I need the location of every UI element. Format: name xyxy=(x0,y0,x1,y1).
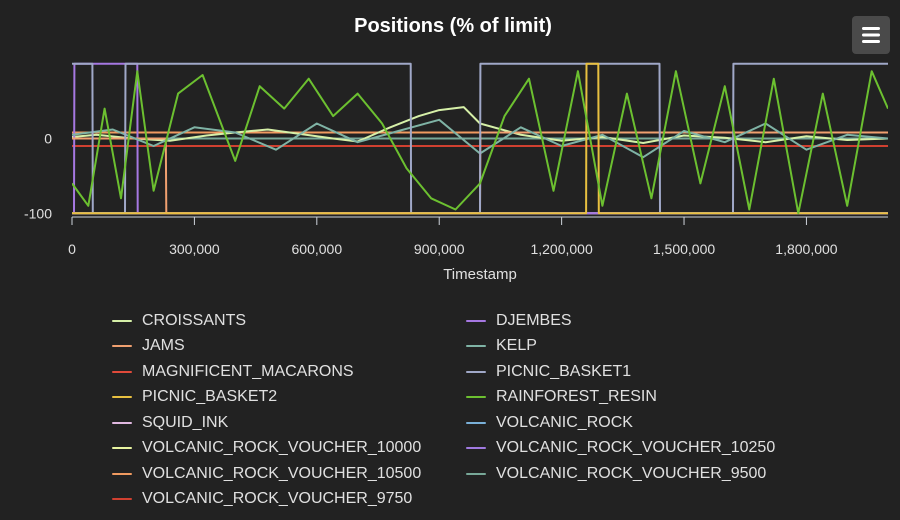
legend-swatch xyxy=(466,422,486,424)
legend-item[interactable]: PICNIC_BASKET2 xyxy=(112,385,466,411)
legend-swatch xyxy=(466,447,486,449)
x-tick-label: 300,000 xyxy=(169,241,220,257)
legend-item[interactable]: JAMS xyxy=(112,334,466,360)
legend-item[interactable]: DJEMBES xyxy=(466,308,820,334)
x-tick-label: 1,200,000 xyxy=(530,241,592,257)
legend-swatch xyxy=(112,371,132,373)
legend-swatch xyxy=(466,396,486,398)
chart-legend: CROISSANTS DJEMBES JAMS KELP MAGNIFICENT_MAC… xyxy=(112,308,832,512)
series-layer xyxy=(72,64,888,214)
legend-label: DJEMBES xyxy=(496,312,572,330)
legend-label: VOLCANIC_ROCK_VOUCHER_10250 xyxy=(496,439,775,457)
x-tick-label: 1,500,000 xyxy=(653,241,715,257)
y-tick-label: 0 xyxy=(44,131,52,147)
x-axis-label: Timestamp xyxy=(443,266,517,283)
legend-label: VOLCANIC_ROCK_VOUCHER_9500 xyxy=(496,465,766,483)
legend-swatch xyxy=(466,371,486,373)
x-tick-label: 0 xyxy=(68,241,76,257)
legend-item[interactable]: MAGNIFICENT_MACARONS xyxy=(112,359,466,385)
legend-label: SQUID_INK xyxy=(142,414,228,432)
legend-item[interactable]: KELP xyxy=(466,334,820,360)
x-tick-label: 1,800,000 xyxy=(775,241,837,257)
chart-menu-button[interactable] xyxy=(852,16,890,54)
legend-label: CROISSANTS xyxy=(142,312,246,330)
legend-label: KELP xyxy=(496,337,537,355)
legend-label: VOLCANIC_ROCK_VOUCHER_10500 xyxy=(142,465,421,483)
legend-label: VOLCANIC_ROCK_VOUCHER_9750 xyxy=(142,490,412,508)
legend-swatch xyxy=(466,473,486,475)
legend-label: RAINFOREST_RESIN xyxy=(496,388,657,406)
legend-item[interactable]: PICNIC_BASKET1 xyxy=(466,359,820,385)
legend-item[interactable]: VOLCANIC_ROCK_VOUCHER_9750 xyxy=(112,487,466,513)
legend-swatch xyxy=(466,345,486,347)
legend-label: VOLCANIC_ROCK_VOUCHER_10000 xyxy=(142,439,421,457)
y-tick-label: -100 xyxy=(24,205,52,221)
legend-item[interactable]: VOLCANIC_ROCK xyxy=(466,410,820,436)
x-axis: 0 300,000 600,000 900,000 1,200,000 1,500,000… xyxy=(68,217,888,257)
legend-item[interactable]: VOLCANIC_ROCK_VOUCHER_10500 xyxy=(112,461,466,487)
positions-chart: Positions (% of limit) 0 -100 0 300,000 600… xyxy=(0,0,900,300)
hamburger-menu-icon xyxy=(852,16,890,54)
legend-item[interactable]: VOLCANIC_ROCK_VOUCHER_10250 xyxy=(466,436,820,462)
legend-swatch xyxy=(112,498,132,500)
x-tick-label: 900,000 xyxy=(414,241,465,257)
legend-swatch xyxy=(112,447,132,449)
y-axis: 0 -100 xyxy=(24,131,52,222)
x-tick-label: 600,000 xyxy=(292,241,343,257)
legend-swatch xyxy=(112,473,132,475)
legend-label: VOLCANIC_ROCK xyxy=(496,414,633,432)
legend-label: JAMS xyxy=(142,337,185,355)
legend-label: PICNIC_BASKET1 xyxy=(496,363,631,381)
legend-label: MAGNIFICENT_MACARONS xyxy=(142,363,354,381)
legend-label: PICNIC_BASKET2 xyxy=(142,388,277,406)
legend-item[interactable]: SQUID_INK xyxy=(112,410,466,436)
legend-item[interactable]: VOLCANIC_ROCK_VOUCHER_10000 xyxy=(112,436,466,462)
legend-swatch xyxy=(112,396,132,398)
legend-swatch xyxy=(112,345,132,347)
chart-title: Positions (% of limit) xyxy=(354,15,552,37)
legend-swatch xyxy=(112,320,132,322)
legend-item[interactable]: RAINFOREST_RESIN xyxy=(466,385,820,411)
legend-item[interactable]: VOLCANIC_ROCK_VOUCHER_9500 xyxy=(466,461,820,487)
legend-swatch xyxy=(466,320,486,322)
legend-swatch xyxy=(112,422,132,424)
legend-item[interactable]: CROISSANTS xyxy=(112,308,466,334)
